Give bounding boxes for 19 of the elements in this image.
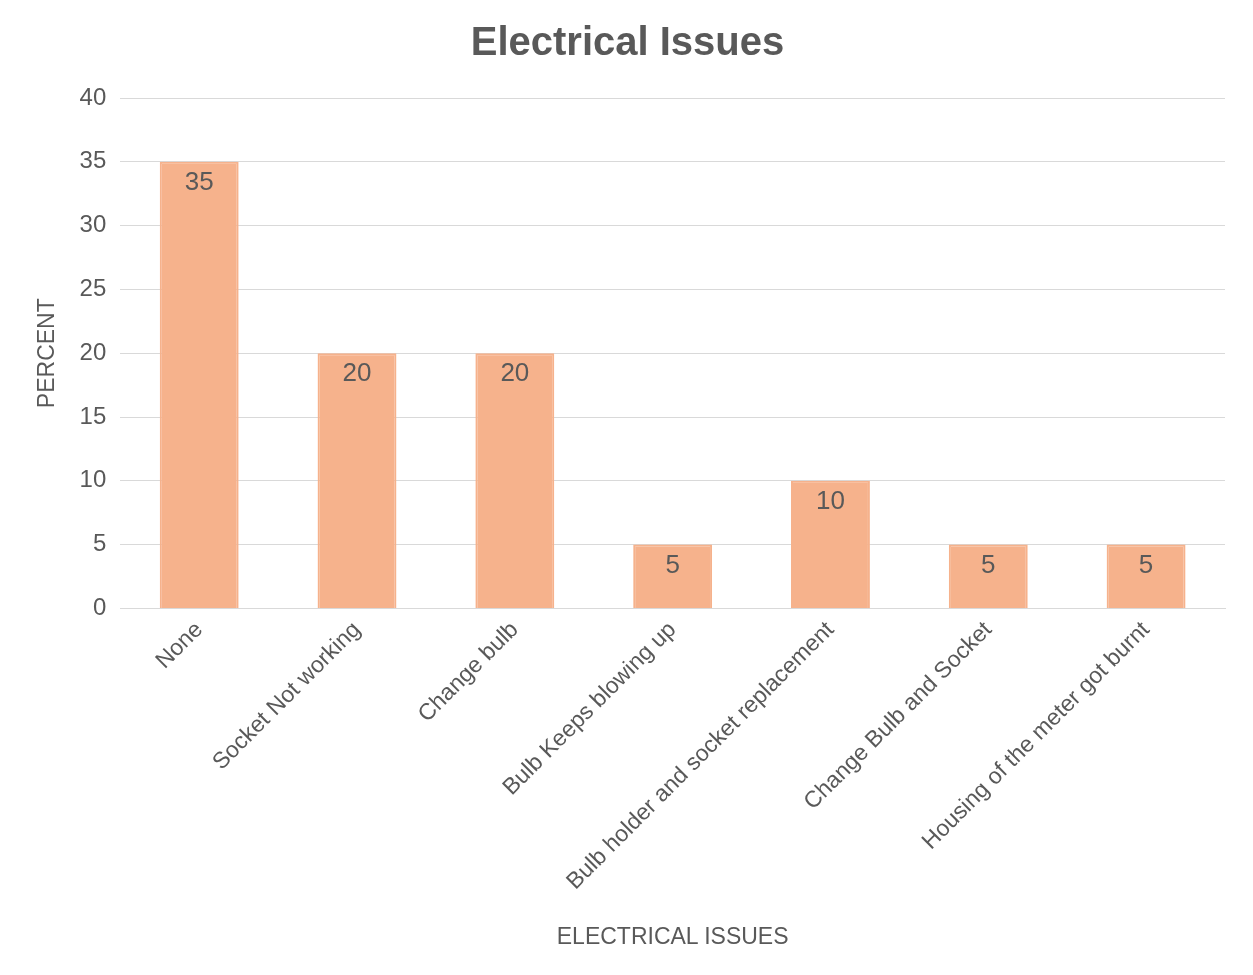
data-label: 5 (665, 548, 680, 579)
data-label: 20 (500, 357, 530, 388)
data-label: 20 (342, 357, 372, 388)
y-tick-label: 15 (79, 401, 107, 429)
y-tick-label: 20 (79, 337, 107, 365)
y-axis-title: PERCENT (33, 298, 60, 409)
x-axis-title: ELECTRICAL ISSUES (556, 922, 789, 949)
data-label: 10 (816, 484, 845, 515)
y-tick-label: 25 (79, 274, 107, 302)
y-tick-label: 40 (79, 82, 107, 110)
data-label: 5 (1138, 548, 1154, 579)
y-tick-label: 0 (92, 593, 107, 621)
y-tick-label: 30 (79, 210, 107, 238)
data-label: 5 (981, 548, 996, 579)
y-tick-label: 10 (79, 465, 107, 493)
chart-title: Electrical Issues (470, 19, 785, 64)
y-tick-label: 35 (79, 146, 107, 174)
y-tick-label: 5 (92, 529, 107, 557)
data-label: 35 (184, 165, 214, 196)
